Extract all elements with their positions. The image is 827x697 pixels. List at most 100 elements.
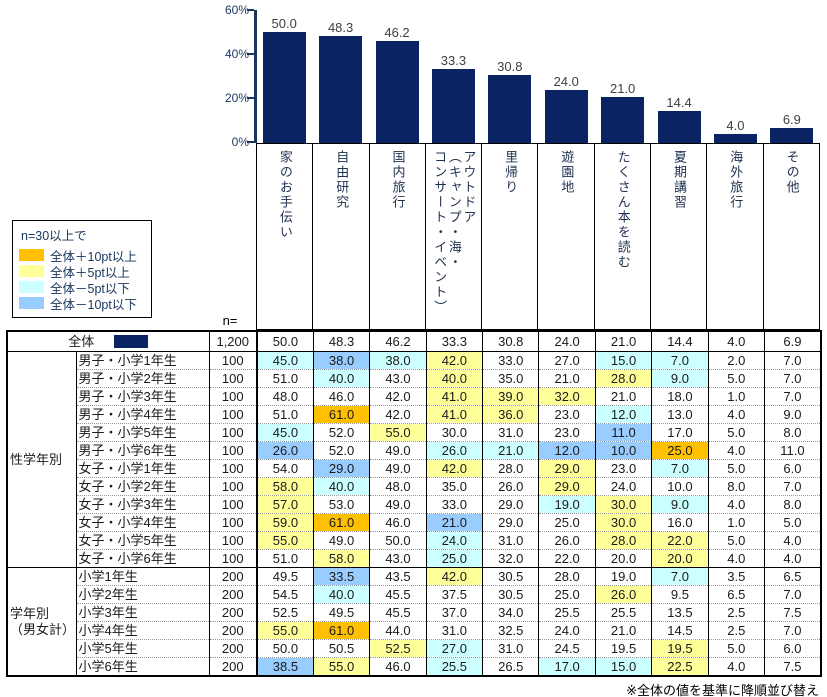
legend-label: 全体＋5pt以上 (50, 265, 130, 280)
n-cell: 100 (209, 549, 258, 568)
n-cell: 200 (209, 621, 258, 640)
row-label-cell: 男子・小学5年生 (76, 423, 210, 442)
value-cell: 21.0 (538, 369, 596, 388)
value-cell: 7.5 (764, 603, 822, 622)
value-cell: 31.0 (482, 531, 540, 550)
value-cell: 26.0 (426, 441, 484, 460)
bar-slot: 30.8 (482, 0, 538, 143)
value-cell: 9.0 (651, 369, 709, 388)
value-cell: 51.0 (255, 405, 314, 424)
value-cell: 4.0 (764, 531, 822, 550)
value-cell: 6.0 (764, 459, 822, 478)
n-cell: 200 (209, 603, 258, 622)
bar-slot: 4.0 (707, 0, 763, 143)
category-cell: 自由研究 (313, 144, 370, 329)
n-cell: 100 (209, 495, 258, 514)
value-cell: 4.0 (708, 549, 766, 568)
value-cell: 37.5 (426, 585, 484, 604)
value-cell: 9.0 (764, 405, 822, 424)
legend-item: 全体＋5pt以上 (19, 263, 145, 280)
n-cell: 100 (209, 423, 258, 442)
value-cell: 17.0 (651, 423, 709, 442)
value-cell: 1.0 (708, 513, 766, 532)
table-row: 女子・小学2年生 100 58.0 40.0 48.0 35.0 26.0 29.0 24.0 1… (7, 477, 822, 496)
n-cell: 100 (209, 441, 258, 460)
bar-value-label: 4.0 (726, 118, 745, 134)
bar (770, 127, 814, 143)
value-cell: 7.5 (764, 657, 822, 677)
value-cell: 52.5 (369, 639, 427, 658)
category-cell: アウトドア （キャンプ・海・ コンサート・イベント） (426, 144, 483, 329)
table-row: 小学5年生 200 50.0 50.5 52.5 27.0 31.0 24.5 19.5 19.5… (7, 639, 822, 658)
value-cell: 29.0 (482, 513, 540, 532)
n-column-header: n= (222, 313, 238, 328)
value-cell: 29.0 (538, 459, 596, 478)
category-cell: 国内旅行 (370, 144, 426, 329)
overall-row: 全体 1,200 50.0 48.3 46.2 33.3 30.8 24.0 21.0 14.4 4… (7, 331, 822, 352)
value-cell: 21.0 (595, 621, 653, 640)
value-cell: 51.0 (255, 549, 314, 568)
value-cell: 9.5 (651, 585, 709, 604)
n-cell: 100 (209, 459, 258, 478)
bar-value-label: 6.9 (782, 111, 801, 127)
row-label-cell: 男子・小学4年生 (76, 405, 210, 424)
value-cell: 13.5 (651, 603, 709, 622)
row-label-cell: 女子・小学6年生 (76, 549, 210, 568)
value-cell: 5.0 (708, 369, 766, 388)
value-cell: 7.0 (764, 621, 822, 640)
table-row: 女子・小学1年生 100 54.0 29.0 49.0 42.0 28.0 29.0 23.0 7… (7, 459, 822, 478)
value-cell: 26.0 (538, 531, 596, 550)
value-cell: 46.0 (369, 513, 427, 532)
legend-label: 全体－5pt以下 (50, 281, 130, 296)
value-cell: 10.0 (651, 477, 709, 496)
value-cell: 23.0 (538, 423, 596, 442)
value-cell: 24.0 (538, 621, 596, 640)
row-label-cell: 男子・小学3年生 (76, 387, 210, 406)
bar (713, 134, 757, 143)
value-cell: 50.0 (255, 331, 314, 352)
value-cell: 61.0 (313, 513, 371, 532)
row-label-cell: 男子・小学1年生 (76, 351, 210, 370)
row-label-cell: 女子・小学4年生 (76, 513, 210, 532)
value-cell: 26.0 (255, 441, 314, 460)
value-cell: 6.0 (764, 639, 822, 658)
y-tick-label-0: 0% (231, 135, 249, 149)
value-cell: 8.0 (764, 423, 822, 442)
category-cell: たくさん本を読む (595, 144, 652, 329)
value-cell: 12.0 (595, 405, 653, 424)
overall-label: 全体 (68, 334, 95, 349)
value-cell: 5.0 (708, 459, 766, 478)
value-cell: 36.0 (482, 405, 540, 424)
value-cell: 21.0 (595, 331, 653, 352)
value-cell: 5.0 (764, 513, 822, 532)
row-label-cell: 小学3年生 (76, 603, 210, 622)
value-cell: 1.0 (708, 387, 766, 406)
value-cell: 24.0 (426, 531, 484, 550)
category-label: その他 (784, 150, 800, 195)
value-cell: 42.0 (426, 351, 484, 370)
value-cell: 2.5 (708, 603, 766, 622)
value-cell: 32.0 (482, 549, 540, 568)
value-cell: 30.5 (482, 585, 540, 604)
value-cell: 25.5 (595, 603, 653, 622)
legend-swatch-minus5-icon (19, 281, 44, 293)
value-cell: 14.5 (651, 621, 709, 640)
value-cell: 35.0 (426, 477, 484, 496)
value-cell: 27.0 (538, 351, 596, 370)
value-cell: 55.0 (369, 423, 427, 442)
value-cell: 20.0 (595, 549, 653, 568)
value-cell: 30.0 (595, 495, 653, 514)
row-label-cell: 小学6年生 (76, 657, 210, 677)
value-cell: 25.0 (426, 549, 484, 568)
n-cell: 100 (209, 477, 258, 496)
n-cell: 200 (209, 657, 258, 677)
value-cell: 24.5 (538, 639, 596, 658)
value-cell: 7.0 (764, 387, 822, 406)
bar-value-label: 14.4 (666, 95, 692, 111)
value-cell: 31.0 (426, 621, 484, 640)
value-cell: 42.0 (426, 567, 484, 586)
bar-slot: 46.2 (369, 0, 425, 143)
value-cell: 26.0 (482, 477, 540, 496)
n-cell: 100 (209, 387, 258, 406)
